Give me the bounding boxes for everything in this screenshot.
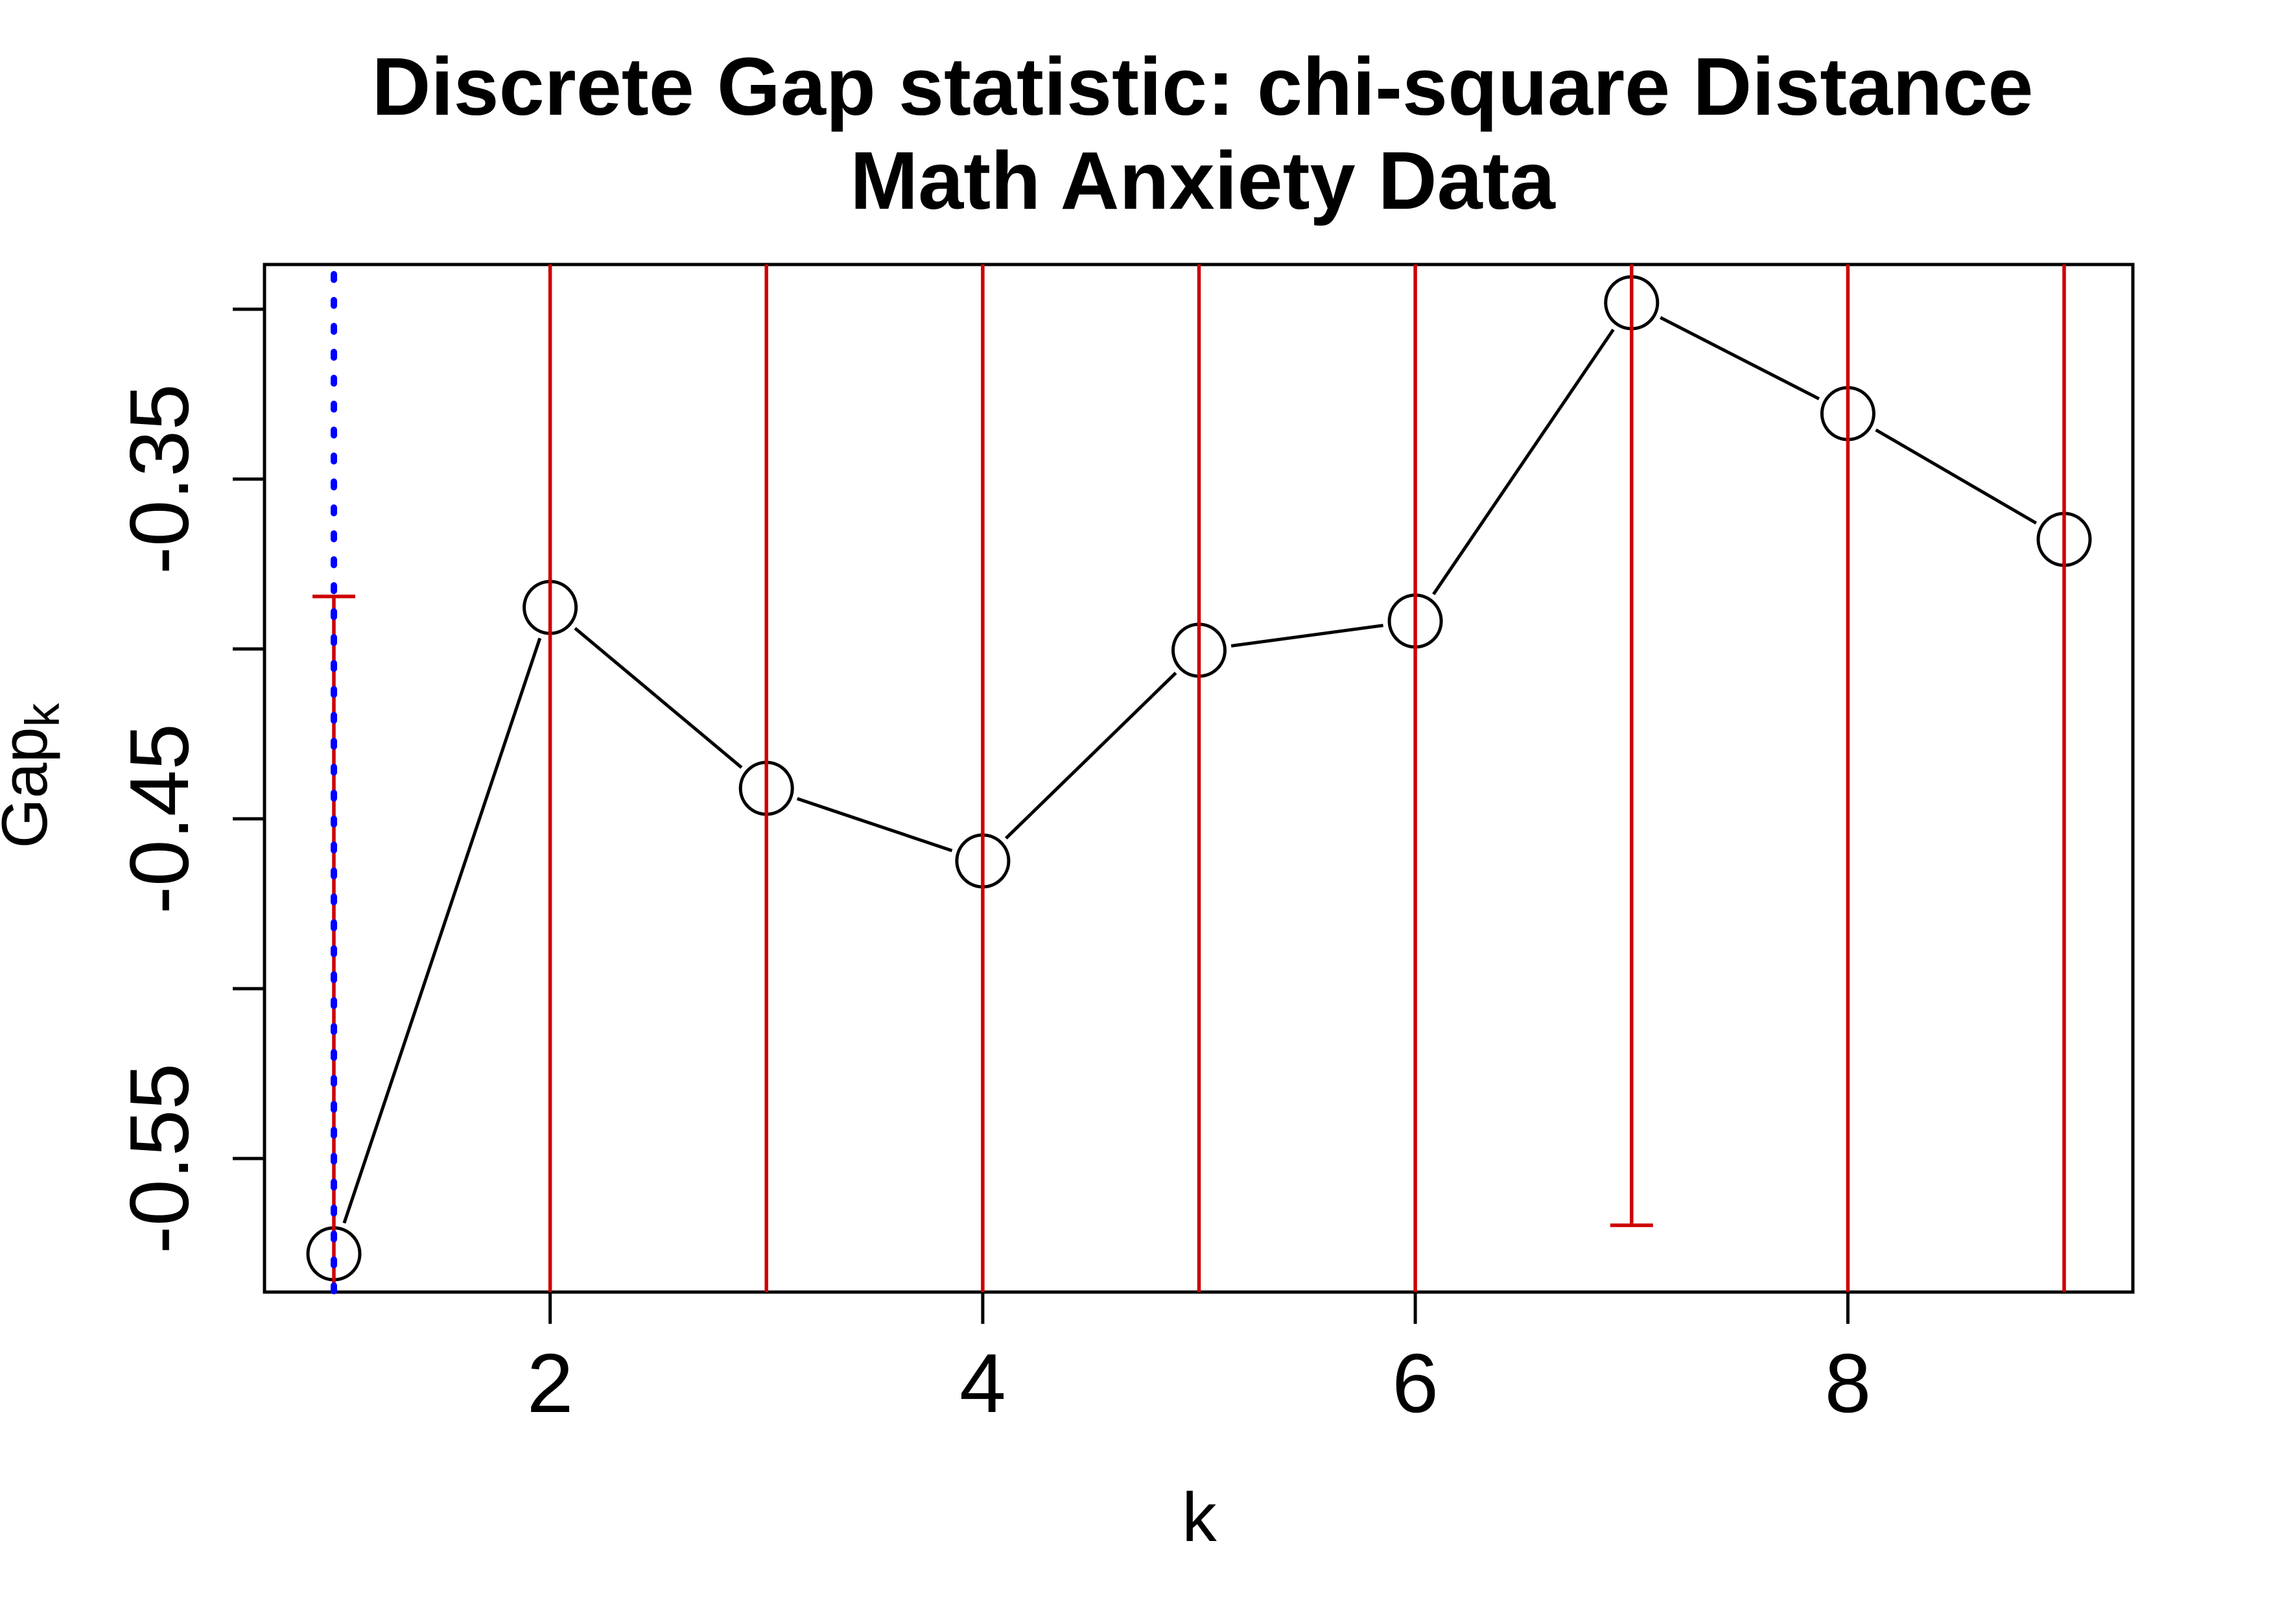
svg-text:-0.35: -0.35 bbox=[113, 384, 206, 574]
svg-text:2: 2 bbox=[527, 1337, 574, 1430]
svg-text:8: 8 bbox=[1825, 1337, 1872, 1430]
svg-text:Discrete Gap statistic: chi-sq: Discrete Gap statistic: chi-square Dista… bbox=[372, 41, 2034, 132]
svg-text:4: 4 bbox=[959, 1337, 1006, 1430]
svg-text:k: k bbox=[1182, 1478, 1217, 1556]
svg-text:6: 6 bbox=[1392, 1337, 1439, 1430]
svg-text:-0.45: -0.45 bbox=[113, 724, 206, 914]
svg-text:Math Anxiety Data: Math Anxiety Data bbox=[850, 135, 1555, 226]
svg-text:-0.55: -0.55 bbox=[113, 1063, 206, 1254]
